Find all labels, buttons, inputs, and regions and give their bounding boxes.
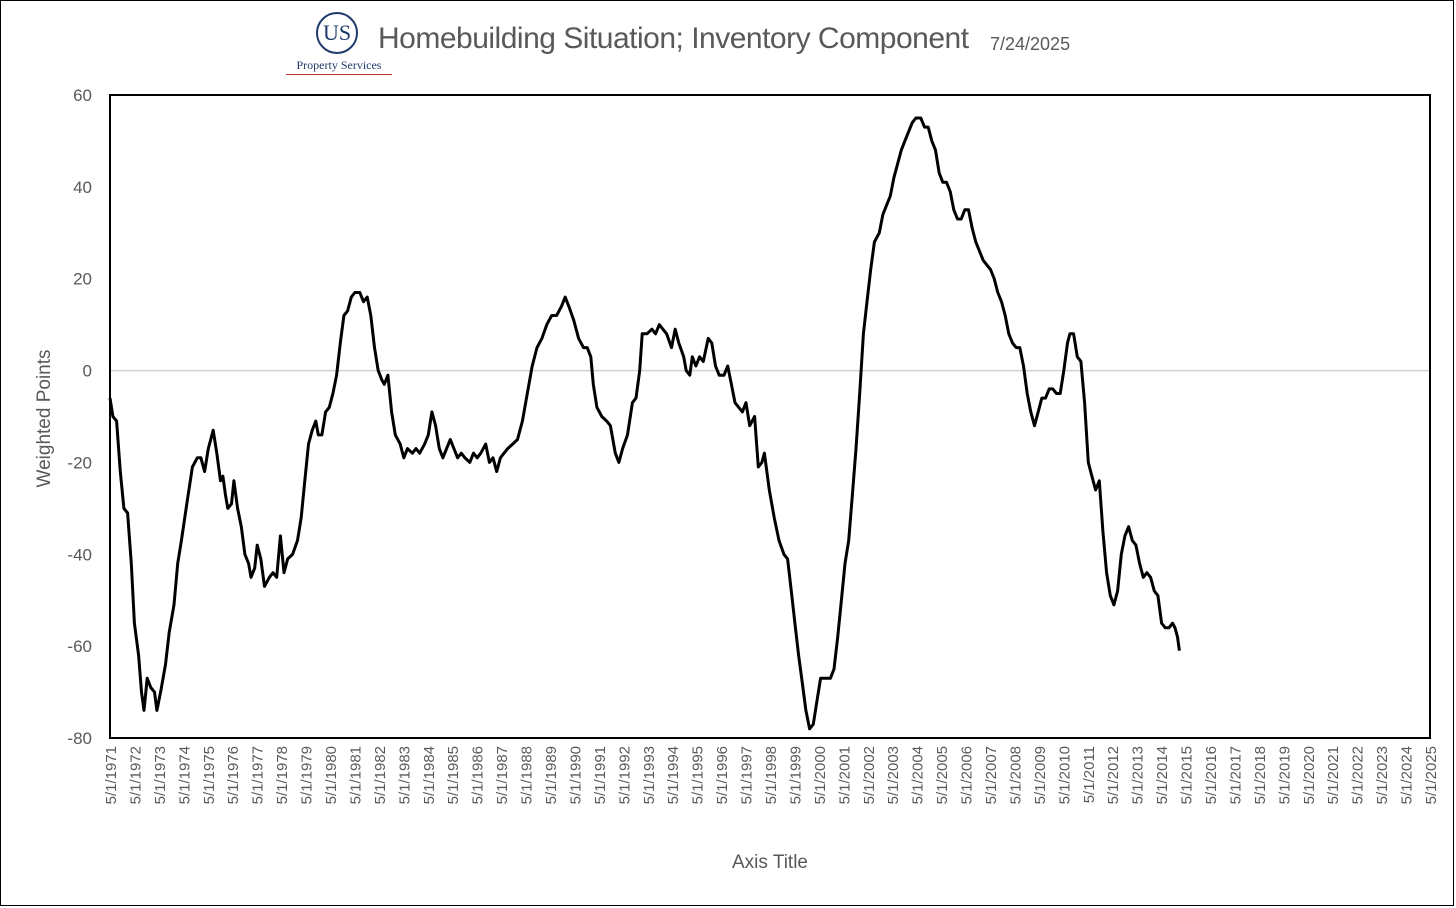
x-tick-label: 5/1/2015 — [1179, 746, 1196, 804]
x-tick-label: 5/1/1976 — [225, 746, 242, 804]
x-tick-label: 5/1/1974 — [176, 746, 193, 804]
x-tick-label: 5/1/2024 — [1399, 746, 1416, 804]
x-tick-label: 5/1/1997 — [739, 746, 756, 804]
x-tick-label: 5/1/2000 — [812, 746, 829, 804]
x-tick-label: 5/1/1973 — [152, 746, 169, 804]
x-tick-label: 5/1/1986 — [470, 746, 487, 804]
x-tick-label: 5/1/2019 — [1276, 746, 1293, 804]
x-tick-label: 5/1/2002 — [861, 746, 878, 804]
x-tick-label: 5/1/2004 — [910, 746, 927, 804]
x-tick-label: 5/1/1978 — [274, 746, 291, 804]
x-tick-label: 5/1/2011 — [1081, 746, 1098, 803]
logo-mark: US — [316, 12, 358, 54]
x-tick-label: 5/1/2014 — [1154, 746, 1171, 804]
y-tick-label: 40 — [73, 178, 92, 197]
x-tick-label: 5/1/2010 — [1056, 746, 1073, 804]
y-tick-label: 0 — [83, 362, 92, 381]
logo-text: Property Services — [286, 58, 392, 75]
y-tick-label: -80 — [67, 729, 92, 748]
x-tick-label: 5/1/2008 — [1007, 746, 1024, 804]
x-tick-label: 5/1/1983 — [396, 746, 413, 804]
plot-area-border — [109, 94, 1431, 739]
x-tick-label: 5/1/2025 — [1423, 746, 1440, 804]
x-tick-label: 5/1/1984 — [421, 746, 438, 804]
y-tick-label: 60 — [73, 86, 92, 105]
x-tick-label: 5/1/2009 — [1032, 746, 1049, 804]
x-tick-label: 5/1/2003 — [885, 746, 902, 804]
x-tick-label: 5/1/1987 — [494, 746, 511, 804]
chart-title: Homebuilding Situation; Inventory Compon… — [378, 22, 969, 55]
series-line-0 — [108, 116, 1181, 731]
x-tick-label: 5/1/1972 — [127, 746, 144, 804]
x-tick-label: 5/1/2005 — [934, 746, 951, 804]
x-tick-label: 5/1/2007 — [983, 746, 1000, 804]
x-tick-label: 5/1/1981 — [347, 746, 364, 804]
y-tick-label: -60 — [67, 637, 92, 656]
x-tick-label: 5/1/1999 — [787, 746, 804, 804]
y-tick-label: 20 — [73, 270, 92, 289]
x-tick-label: 5/1/1991 — [592, 746, 609, 804]
x-tick-label: 5/1/1975 — [201, 746, 218, 804]
y-tick-label: -20 — [67, 453, 92, 472]
x-tick-label: 5/1/2020 — [1301, 746, 1318, 804]
chart-date: 7/24/2025 — [990, 34, 1071, 54]
x-tick-label: 5/1/1993 — [641, 746, 658, 804]
x-tick-label: 5/1/2013 — [1130, 746, 1147, 804]
x-tick-label: 5/1/2022 — [1350, 746, 1367, 804]
y-axis-label: Weighted Points — [34, 349, 55, 487]
x-tick-label: 5/1/1998 — [763, 746, 780, 804]
company-logo: US Property Services — [286, 12, 392, 78]
x-tick-label: 5/1/2018 — [1252, 746, 1269, 804]
x-tick-label: 5/1/1988 — [519, 746, 536, 804]
x-tick-label: 5/1/1977 — [250, 746, 267, 804]
x-tick-label: 5/1/1996 — [714, 746, 731, 804]
x-tick-label: 5/1/1979 — [299, 746, 316, 804]
x-tick-label: 5/1/2021 — [1325, 746, 1342, 804]
x-tick-label: 5/1/1982 — [372, 746, 389, 804]
x-tick-label: 5/1/2006 — [959, 746, 976, 804]
x-tick-label: 5/1/1971 — [103, 746, 120, 804]
x-tick-label: 5/1/1990 — [567, 746, 584, 804]
x-tick-label: 5/1/1989 — [543, 746, 560, 804]
x-tick-label: 5/1/2016 — [1203, 746, 1220, 804]
x-tick-label: 5/1/2017 — [1227, 746, 1244, 804]
x-tick-label: 5/1/2012 — [1105, 746, 1122, 804]
x-axis-label: Axis Title — [732, 852, 808, 873]
x-tick-label: 5/1/2001 — [836, 746, 853, 804]
x-tick-label: 5/1/1985 — [445, 746, 462, 804]
x-tick-label: 5/1/1995 — [690, 746, 707, 804]
y-tick-label: -40 — [67, 545, 92, 564]
x-tick-label: 5/1/2023 — [1374, 746, 1391, 804]
x-tick-label: 5/1/1980 — [323, 746, 340, 804]
x-tick-label: 5/1/1992 — [616, 746, 633, 804]
x-tick-label: 5/1/1994 — [665, 746, 682, 804]
